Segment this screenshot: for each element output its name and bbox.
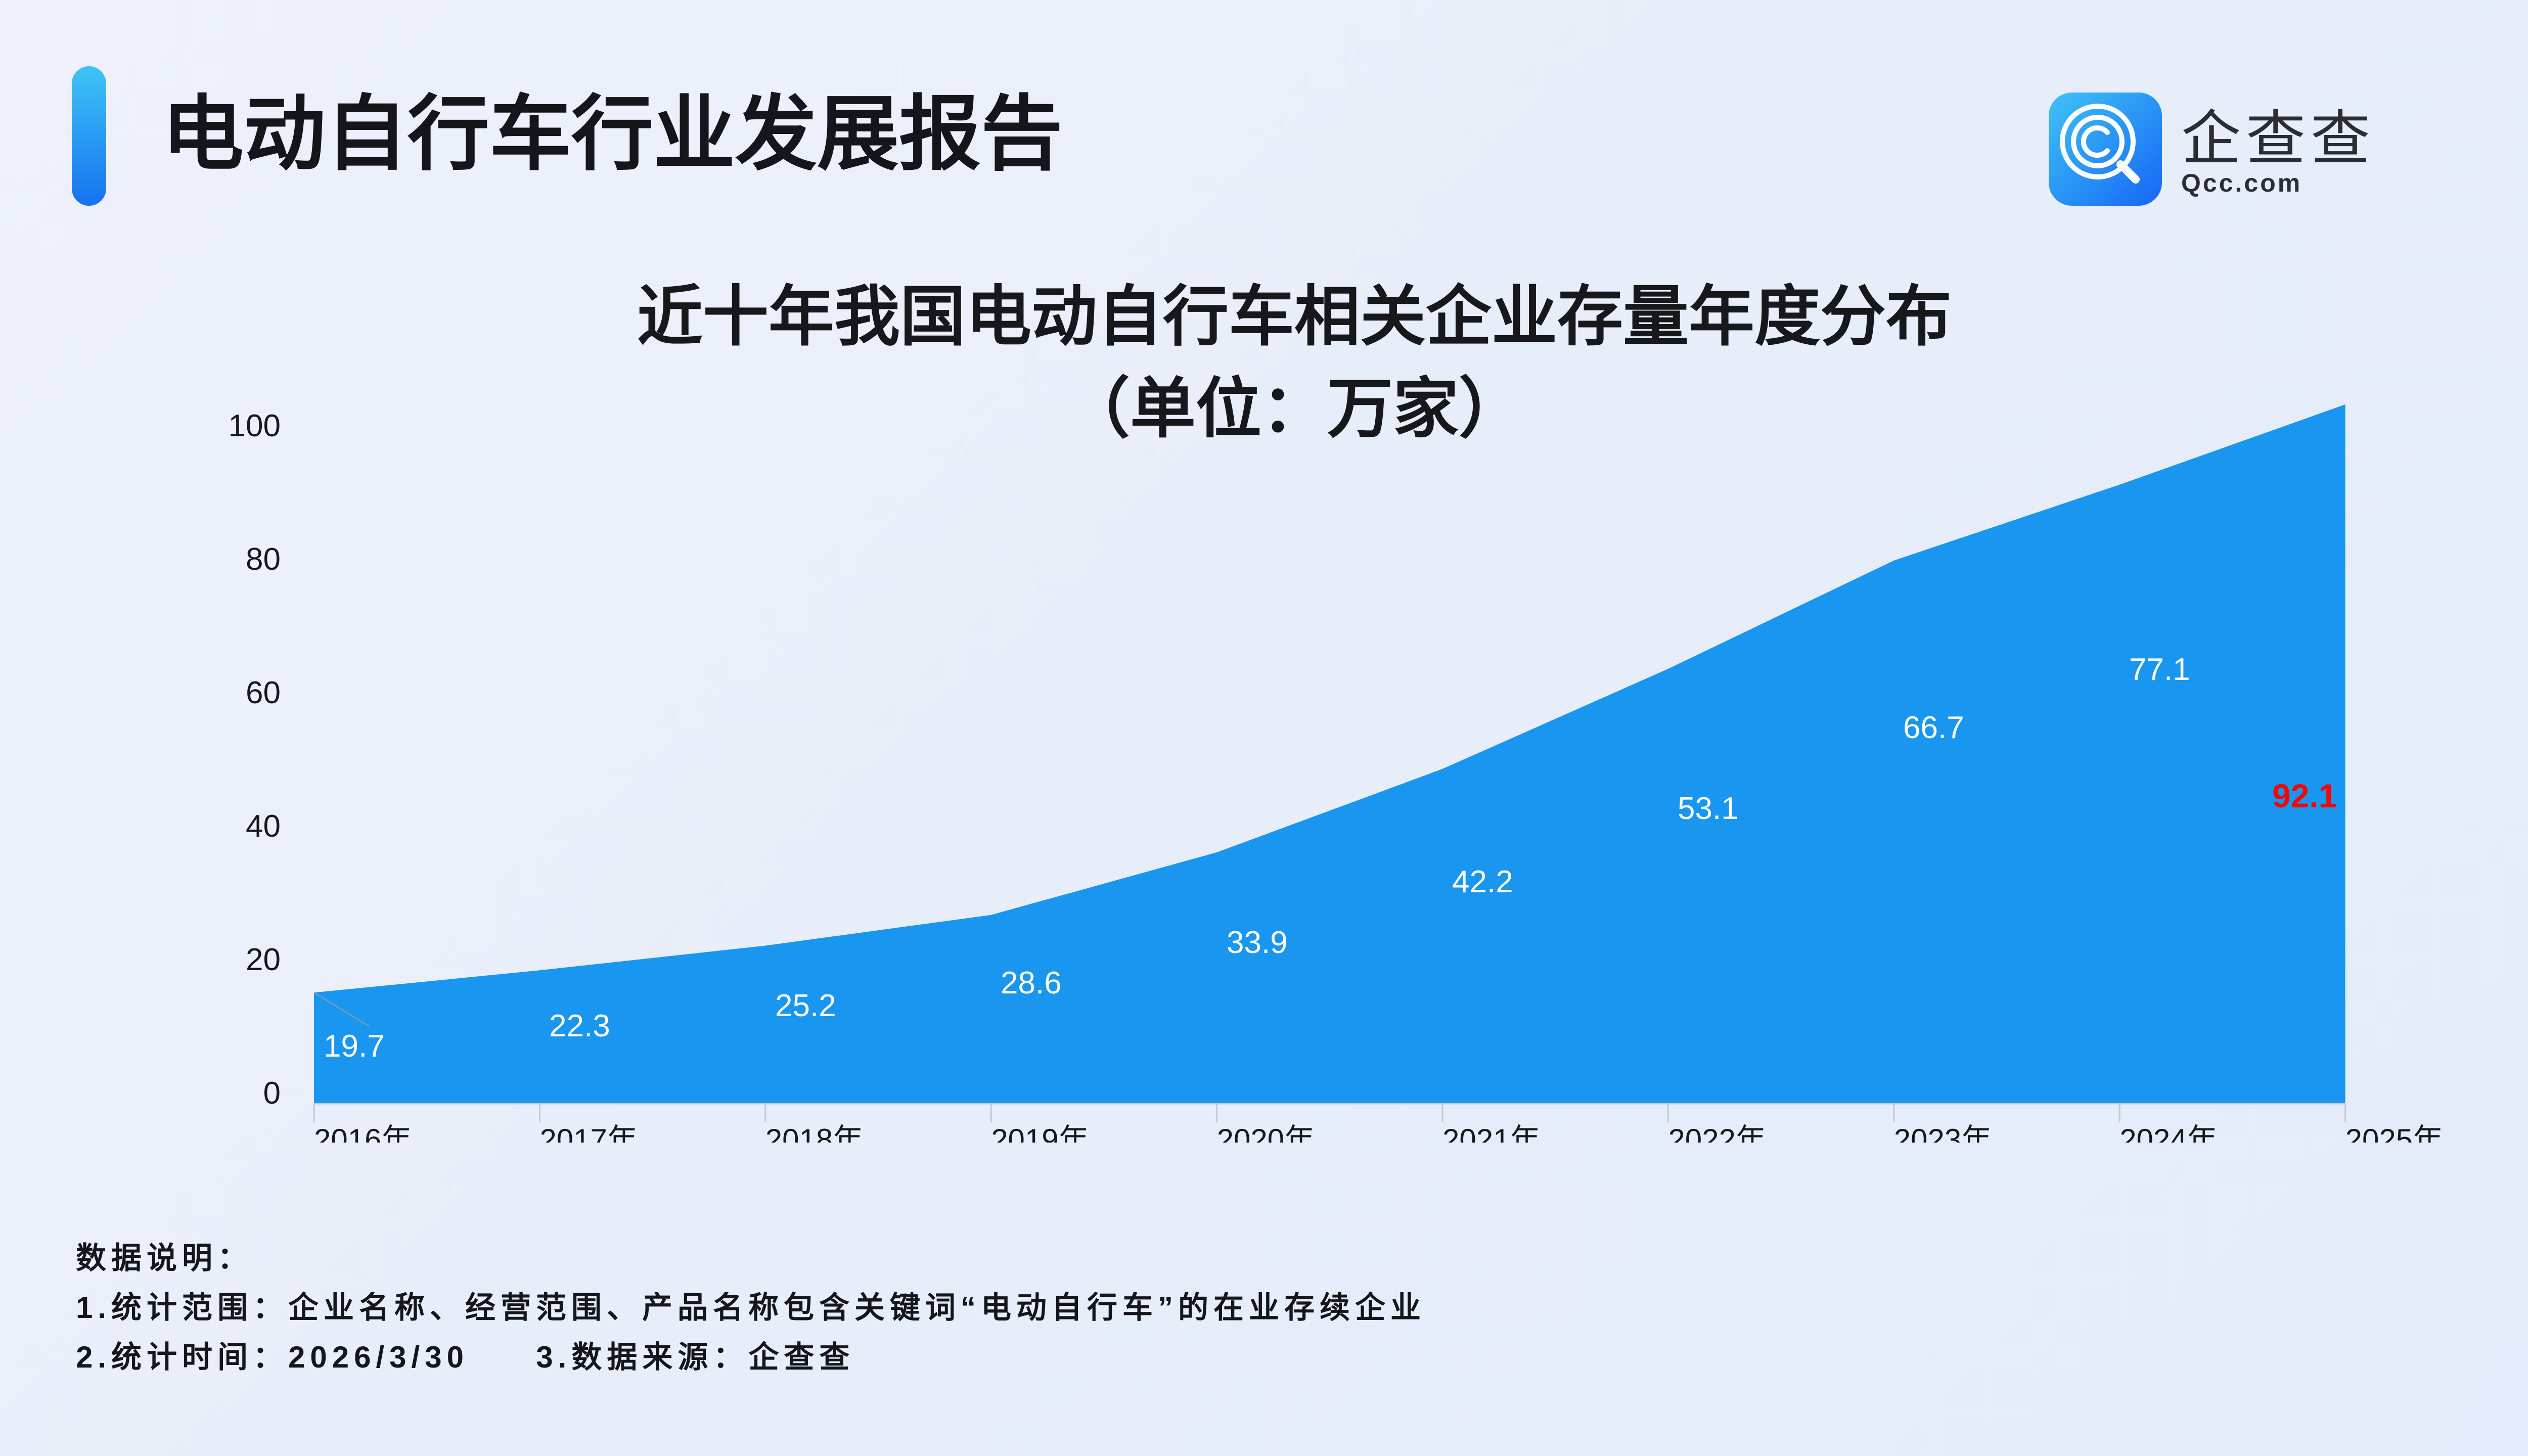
svg-text:80: 80 xyxy=(246,542,281,577)
svg-text:28.6: 28.6 xyxy=(1001,966,1062,1000)
svg-text:53.1: 53.1 xyxy=(1678,791,1739,826)
svg-text:40: 40 xyxy=(246,809,281,844)
svg-text:2025年: 2025年 xyxy=(2345,1123,2443,1143)
svg-text:2021年: 2021年 xyxy=(1442,1123,1540,1143)
svg-text:2024年: 2024年 xyxy=(2119,1123,2217,1143)
svg-text:100: 100 xyxy=(229,408,281,443)
svg-text:2018年: 2018年 xyxy=(765,1123,863,1143)
svg-text:42.2: 42.2 xyxy=(1452,864,1513,899)
svg-text:2022年: 2022年 xyxy=(1668,1123,1766,1143)
svg-text:2019年: 2019年 xyxy=(991,1123,1089,1143)
svg-text:2017年: 2017年 xyxy=(539,1123,637,1143)
svg-text:2016年: 2016年 xyxy=(314,1123,412,1143)
svg-text:33.9: 33.9 xyxy=(1227,925,1288,960)
svg-text:19.7: 19.7 xyxy=(324,1029,385,1064)
svg-text:92.1: 92.1 xyxy=(2272,777,2337,814)
svg-text:22.3: 22.3 xyxy=(549,1009,610,1043)
svg-text:77.1: 77.1 xyxy=(2129,652,2190,687)
svg-text:0: 0 xyxy=(263,1076,281,1111)
svg-text:20: 20 xyxy=(246,942,281,977)
svg-text:2020年: 2020年 xyxy=(1217,1123,1315,1143)
svg-text:60: 60 xyxy=(246,675,281,710)
svg-text:2023年: 2023年 xyxy=(1894,1123,1992,1143)
svg-text:25.2: 25.2 xyxy=(775,988,836,1023)
svg-text:66.7: 66.7 xyxy=(1903,710,1964,745)
